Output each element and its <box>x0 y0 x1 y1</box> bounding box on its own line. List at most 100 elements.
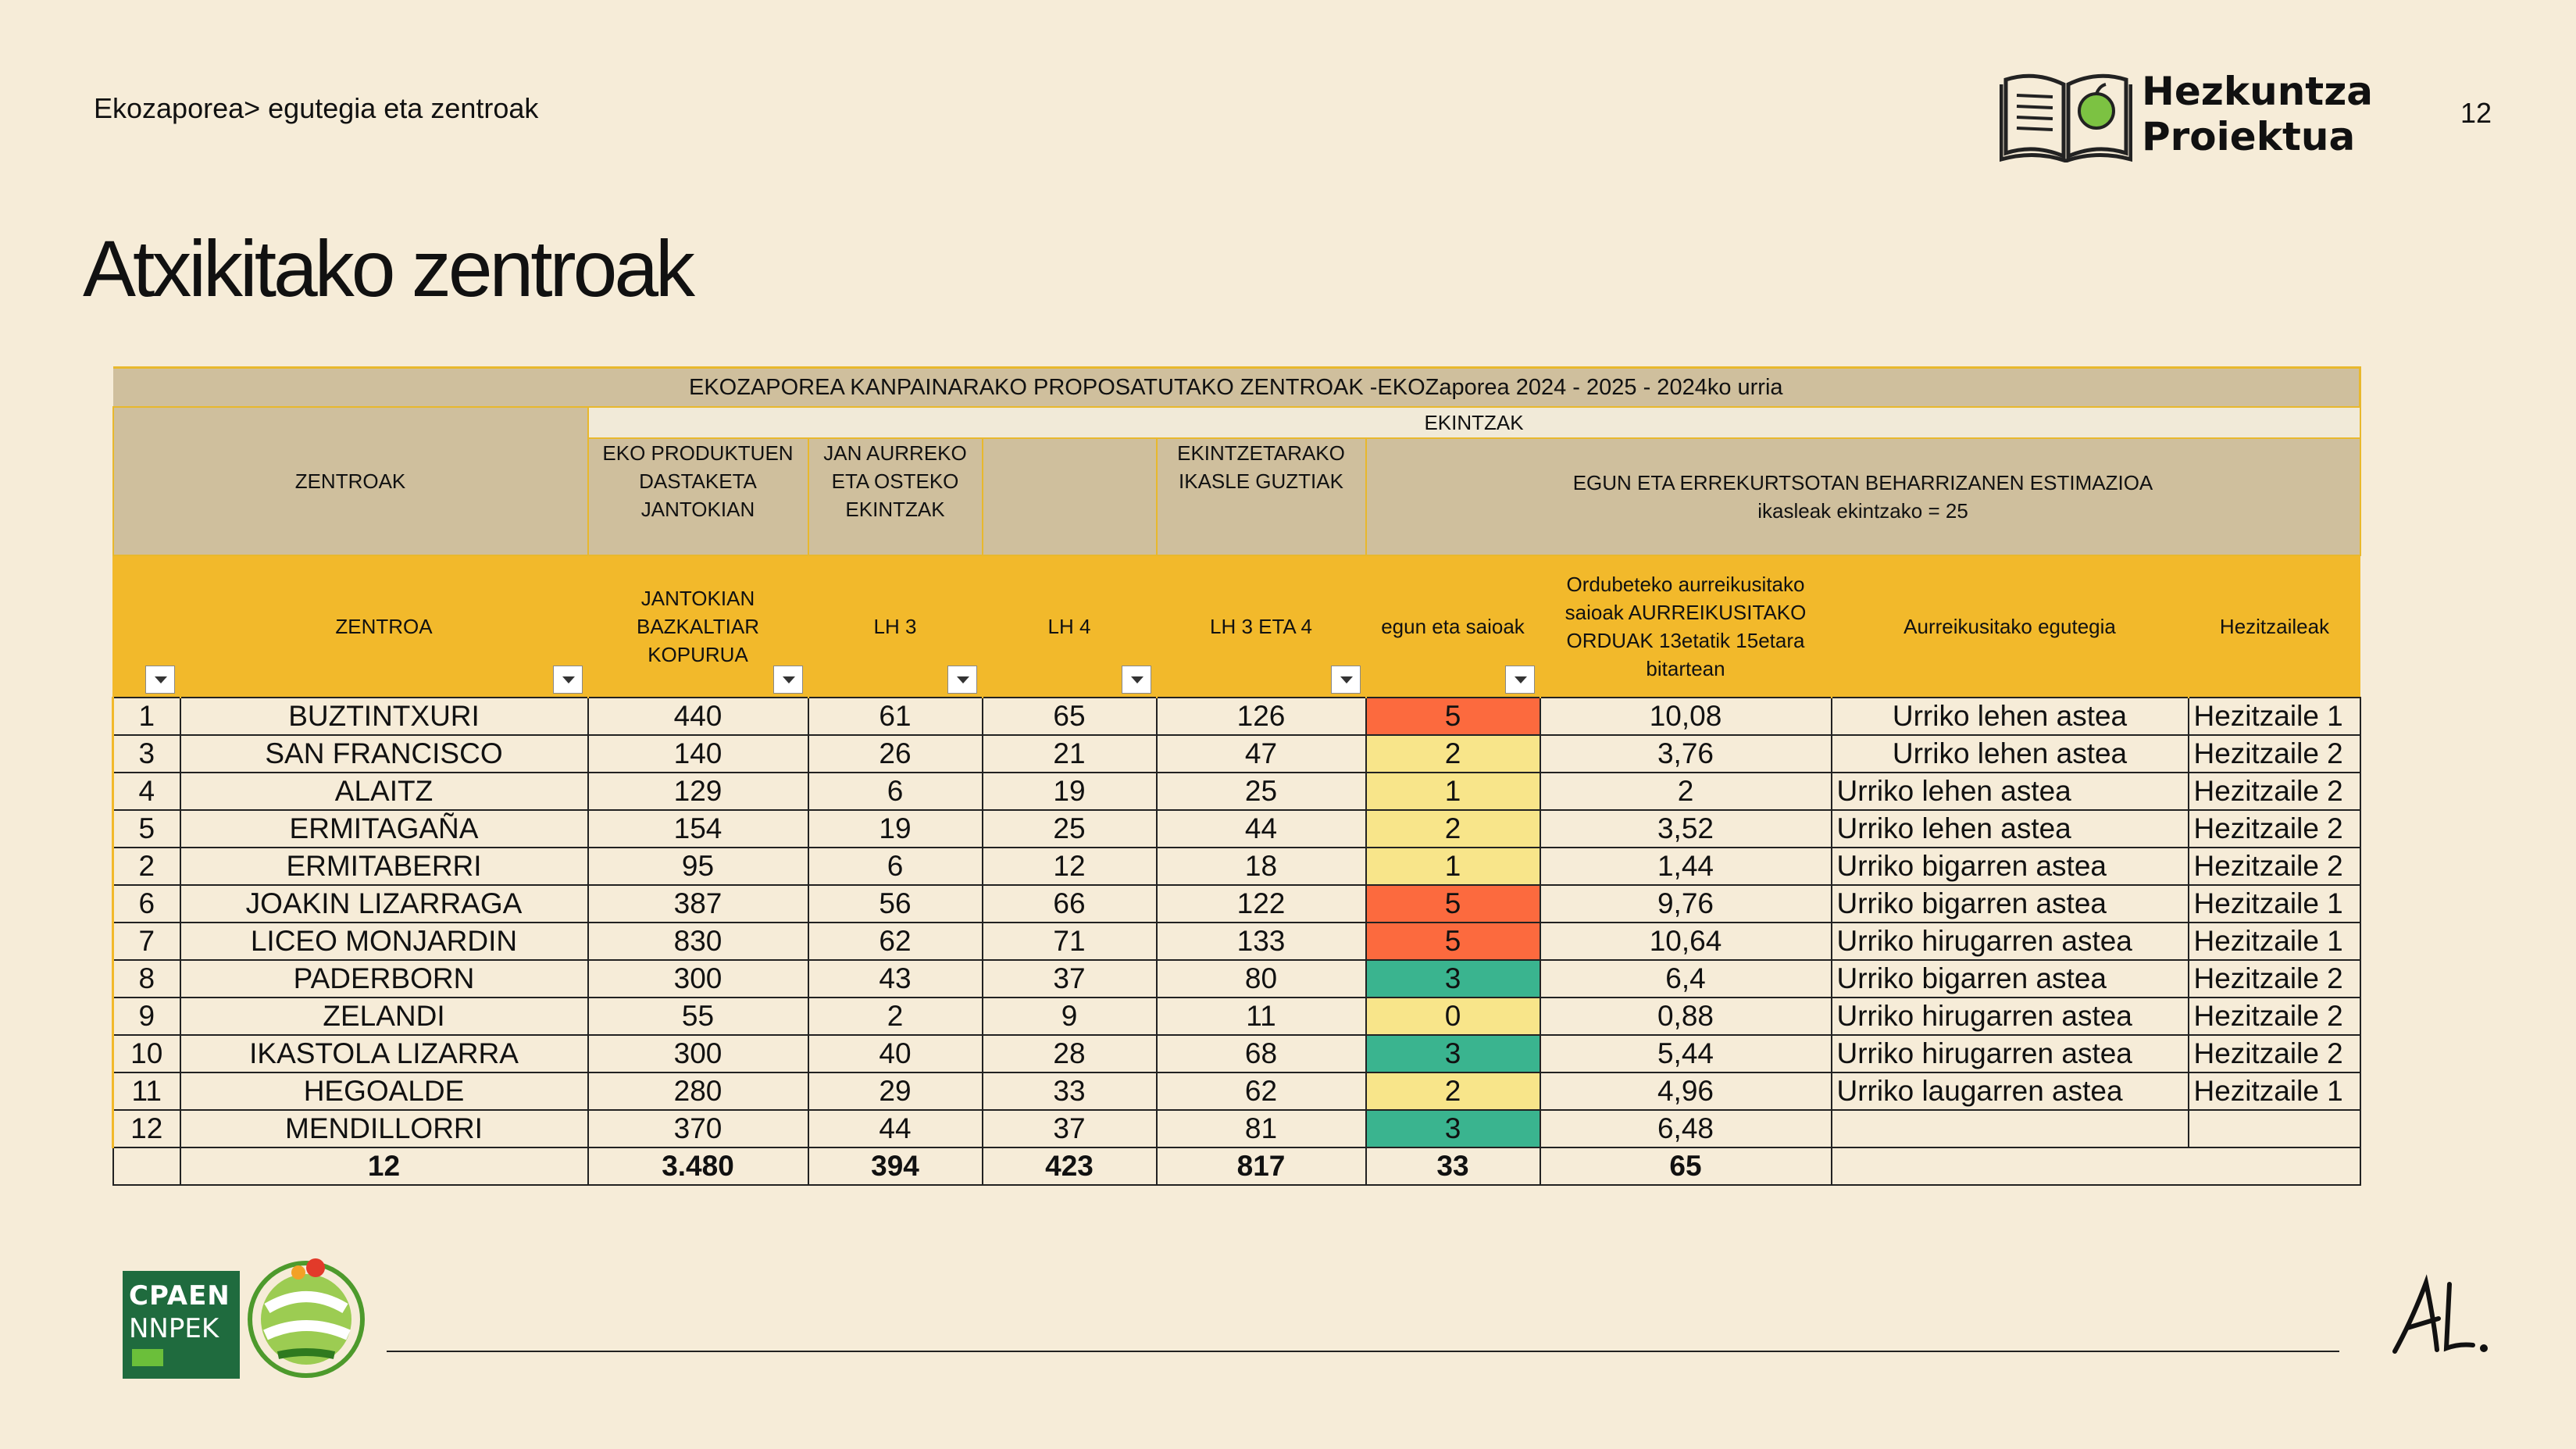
table-banner: EKOZAPOREA KANPAINARAKO PROPOSATUTAKO ZE… <box>112 366 2362 407</box>
table-row: 7 LICEO MONJARDIN 830 62 71 133 5 10,64 Urriko h… <box>112 922 2361 961</box>
cell-lh3: 6 <box>807 847 983 886</box>
cell-jantokian: 440 <box>587 697 809 736</box>
col-header-egutegia-label: Aurreikusitako egutegia <box>1903 615 2116 638</box>
cell-lh4: 19 <box>981 772 1158 811</box>
col-header-lh3: LH 3 <box>807 555 983 698</box>
cell-index: 5 <box>112 809 181 848</box>
cell-lh4: 9 <box>981 997 1158 1036</box>
filter-dropdown-icon[interactable] <box>947 666 977 694</box>
cell-orduak: 6,48 <box>1539 1109 1832 1148</box>
cell-egutegia <box>1830 1109 2189 1148</box>
cell-lh3: 56 <box>807 884 983 923</box>
cell-jantokian: 129 <box>587 772 809 811</box>
cell-lh3: 2 <box>807 997 983 1036</box>
cell-saioak: 2 <box>1365 734 1541 773</box>
col-header-zentroa: ZENTROA <box>179 555 588 698</box>
table-row: 5 ERMITAGAÑA 154 19 25 44 2 3,52 Urriko lehen as… <box>112 809 2361 848</box>
cell-saioak: 1 <box>1365 772 1541 811</box>
table-row: 4 ALAITZ 129 6 19 25 1 2 Urriko lehen astea Hezit… <box>112 772 2361 811</box>
cell-lh4: 65 <box>981 697 1158 736</box>
filter-dropdown-icon[interactable] <box>1330 666 1361 694</box>
cell-lh34: 126 <box>1155 697 1367 736</box>
header-empty <box>981 437 1158 556</box>
eu-organic-leaf-icon <box>132 1349 163 1366</box>
cell-lh3: 40 <box>807 1034 983 1073</box>
cell-lh3: 26 <box>807 734 983 773</box>
cell-lh4: 71 <box>981 922 1158 961</box>
cell-zentroa: ALAITZ <box>179 772 589 811</box>
cell-egutegia: Urriko lehen astea <box>1830 809 2189 848</box>
filter-dropdown-icon[interactable] <box>1504 666 1535 694</box>
cell-lh34: 62 <box>1155 1072 1367 1111</box>
cell-index: 4 <box>112 772 181 811</box>
filter-dropdown-icon[interactable] <box>144 666 175 694</box>
cell-hezitzailea: Hezitzaile 2 <box>2187 959 2361 998</box>
cell-egutegia: Urriko lehen astea <box>1830 734 2189 773</box>
cell-orduak: 3,52 <box>1539 809 1832 848</box>
cell-egutegia: Urriko hirugarren astea <box>1830 922 2189 961</box>
brand-name-line1: Hezkuntza <box>2142 69 2374 114</box>
cell-lh34: 81 <box>1155 1109 1367 1148</box>
cell-lh34: 11 <box>1155 997 1367 1036</box>
table-row: 3 SAN FRANCISCO 140 26 21 47 2 3,76 Urriko lehen… <box>112 734 2361 773</box>
total-lh3: 394 <box>807 1147 983 1186</box>
total-empty <box>1830 1147 2361 1186</box>
cell-lh34: 47 <box>1155 734 1367 773</box>
cell-index: 1 <box>112 697 181 736</box>
cell-zentroa: IKASTOLA LIZARRA <box>179 1034 589 1073</box>
cell-lh34: 68 <box>1155 1034 1367 1073</box>
cell-lh34: 122 <box>1155 884 1367 923</box>
cell-hezitzailea: Hezitzaile 2 <box>2187 1034 2361 1073</box>
cell-index: 6 <box>112 884 181 923</box>
col-header-jantokian: JANTOKIAN BAZKALTIAR KOPURUA <box>587 555 808 698</box>
cell-hezitzailea: Hezitzaile 2 <box>2187 809 2361 848</box>
filter-dropdown-icon[interactable] <box>1121 666 1151 694</box>
col-header-lh34: LH 3 ETA 4 <box>1155 555 1366 698</box>
cell-zentroa: SAN FRANCISCO <box>179 734 589 773</box>
cell-lh34: 80 <box>1155 959 1367 998</box>
total-orduak: 65 <box>1539 1147 1832 1186</box>
cell-hezitzailea: Hezitzaile 2 <box>2187 772 2361 811</box>
cell-egutegia: Urriko lehen astea <box>1830 697 2189 736</box>
cell-lh34: 133 <box>1155 922 1367 961</box>
eko-logikoak-logo <box>248 1258 365 1378</box>
cell-index: 3 <box>112 734 181 773</box>
cell-zentroa: MENDILLORRI <box>179 1109 589 1148</box>
cell-lh4: 25 <box>981 809 1158 848</box>
col-header-index <box>112 555 180 698</box>
total-saioak: 33 <box>1365 1147 1541 1186</box>
cell-egutegia: Urriko laugarren astea <box>1830 1072 2189 1111</box>
cell-egutegia: Urriko bigarren astea <box>1830 847 2189 886</box>
cell-orduak: 10,64 <box>1539 922 1832 961</box>
cell-saioak: 0 <box>1365 997 1541 1036</box>
cell-index: 11 <box>112 1072 181 1111</box>
table-row: 8 PADERBORN 300 43 37 80 3 6,4 Urriko bigarren a… <box>112 959 2361 998</box>
cell-lh4: 21 <box>981 734 1158 773</box>
cell-lh3: 62 <box>807 922 983 961</box>
cell-lh3: 6 <box>807 772 983 811</box>
filter-dropdown-icon[interactable] <box>772 666 803 694</box>
cell-jantokian: 95 <box>587 847 809 886</box>
centers-table-wrapper: EKOZAPOREA KANPAINARAKO PROPOSATUTAKO ZE… <box>112 366 2362 1186</box>
cell-saioak: 5 <box>1365 697 1541 736</box>
col-header-lh4-label: LH 4 <box>1047 615 1091 638</box>
cell-zentroa: HEGOALDE <box>179 1072 589 1111</box>
cell-index: 10 <box>112 1034 181 1073</box>
cell-orduak: 2 <box>1539 772 1832 811</box>
estimazioa-title: EGUN ETA ERREKURTSOTAN BEHARRIZANEN ESTI… <box>1572 471 2153 494</box>
cell-orduak: 5,44 <box>1539 1034 1832 1073</box>
cell-jantokian: 387 <box>587 884 809 923</box>
col-header-lh34-label: LH 3 ETA 4 <box>1209 615 1313 638</box>
cell-saioak: 5 <box>1365 922 1541 961</box>
cell-egutegia: Urriko hirugarren astea <box>1830 997 2189 1036</box>
cell-jantokian: 830 <box>587 922 809 961</box>
cpaen-logo-line1: CPAEN <box>129 1280 230 1312</box>
cell-lh34: 25 <box>1155 772 1367 811</box>
cell-lh4: 37 <box>981 959 1158 998</box>
cell-lh3: 29 <box>807 1072 983 1111</box>
cell-hezitzailea: Hezitzaile 2 <box>2187 847 2361 886</box>
cell-saioak: 3 <box>1365 1109 1541 1148</box>
filter-dropdown-icon[interactable] <box>552 666 583 694</box>
cell-index: 12 <box>112 1109 181 1148</box>
cell-lh3: 43 <box>807 959 983 998</box>
